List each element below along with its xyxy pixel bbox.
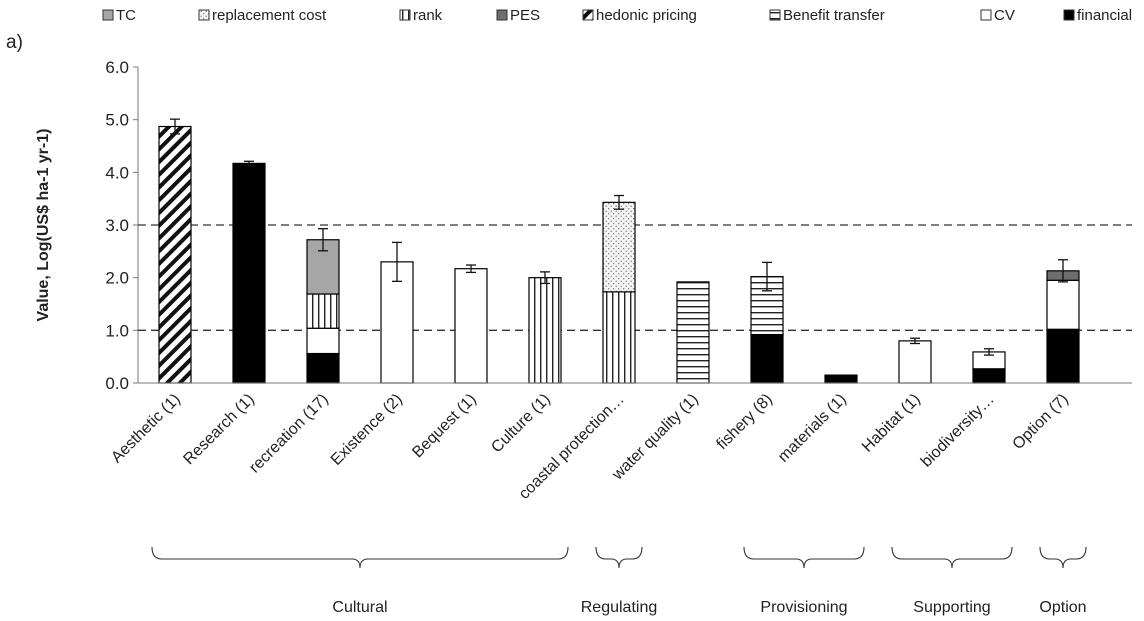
legend-swatch-benefit-transfer	[769, 9, 781, 21]
group-supporting: Supporting	[891, 546, 1013, 616]
legend-swatch-financial	[1063, 9, 1075, 21]
bar-segment-cv	[898, 340, 932, 384]
group-label: Option	[1039, 599, 1086, 616]
y-axis-title: Value, Log(US$ ha-1 yr-1)	[35, 129, 52, 322]
bar-segment-financial	[232, 162, 266, 384]
group-brace	[891, 546, 1013, 569]
x-tick-label: materials (1)	[775, 391, 850, 466]
legend-item-financial: financial	[1063, 7, 1132, 24]
bar-segment-benefit-transfer	[750, 276, 784, 336]
bar-segment-cv	[306, 327, 340, 355]
group-cultural: Cultural	[151, 546, 569, 616]
bar-segment-benefit-transfer	[676, 281, 710, 384]
y-axis: 0.0 1.0 2.0 3.0 4.0 5.0 6.0	[105, 58, 139, 393]
legend-label-benefit-transfer: Benefit transfer	[783, 7, 885, 24]
group-label: Supporting	[913, 599, 990, 616]
bar-segment-hedonic-pricing	[158, 125, 192, 384]
y-tick-label: 0.0	[105, 374, 129, 393]
group-label: Provisioning	[760, 599, 847, 616]
legend-swatch-cv	[980, 9, 992, 21]
legend-label-tc: TC	[116, 7, 136, 24]
y-tick-label: 4.0	[105, 163, 129, 182]
x-tick-label: recreation (17)	[246, 391, 332, 477]
legend: TC replacement cost rank PES hedonic pricing…	[102, 7, 1132, 24]
error-bar	[910, 337, 920, 345]
bar-segment-rank	[602, 291, 636, 384]
bar-segment-financial	[306, 352, 340, 384]
error-bar	[244, 160, 254, 167]
bar-segment-financial	[972, 368, 1006, 384]
legend-item-tc: TC	[102, 7, 136, 24]
bars	[158, 125, 1080, 384]
x-tick-label: biodiversity…	[918, 391, 998, 471]
group-option: Option	[1039, 546, 1087, 616]
legend-label-cv: CV	[994, 7, 1015, 24]
y-tick-label: 1.0	[105, 321, 129, 340]
x-tick-label: Habitat (1)	[859, 391, 924, 456]
y-tick-label: 2.0	[105, 269, 129, 288]
y-tick-label: 5.0	[105, 111, 129, 130]
y-tick-label: 6.0	[105, 58, 129, 77]
legend-swatch-pes	[496, 9, 508, 21]
group-regulating: Regulating	[581, 546, 658, 616]
error-bars	[170, 118, 1068, 356]
bar-segment-financial	[824, 374, 858, 384]
x-tick-label: Existence (2)	[328, 391, 406, 469]
x-axis-labels: Aesthetic (1)Research (1)recreation (17)…	[108, 391, 1072, 503]
error-bar	[614, 194, 624, 210]
error-bar	[540, 271, 550, 285]
legend-label-pes: PES	[510, 7, 540, 24]
group-label: Cultural	[332, 599, 387, 616]
group-provisioning: Provisioning	[743, 546, 865, 616]
group-brace	[743, 546, 865, 569]
bar-segment-cv	[1046, 279, 1080, 330]
bar-segment-cv	[380, 261, 414, 384]
error-bar	[170, 118, 180, 135]
x-tick-label: fishery (8)	[714, 391, 776, 453]
bar-segment-replacement-cost	[602, 201, 636, 293]
legend-item-rank: rank	[399, 7, 443, 24]
bar-segment-financial	[1046, 328, 1080, 384]
y-tick-label: 3.0	[105, 216, 129, 235]
legend-item-cv: CV	[980, 7, 1015, 24]
x-tick-label: Aesthetic (1)	[108, 391, 184, 467]
legend-swatch-tc	[102, 9, 114, 21]
error-bar	[762, 261, 772, 292]
x-tick-label: Option (7)	[1010, 391, 1072, 453]
bar-segment-rank	[528, 277, 562, 384]
x-tick-label: Bequest (1)	[409, 391, 480, 462]
legend-item-pes: PES	[496, 7, 540, 24]
category-groups: Cultural Regulating Provisioning Supporting…	[151, 546, 1087, 616]
error-bar	[984, 348, 994, 356]
bar-segment-cv	[454, 268, 488, 384]
error-bar	[466, 264, 476, 274]
group-brace	[595, 546, 643, 569]
x-tick-label: Research (1)	[180, 391, 257, 468]
legend-label-hedonic-pricing: hedonic pricing	[596, 7, 697, 24]
legend-swatch-hedonic-pricing	[582, 9, 594, 21]
legend-item-replacement-cost: replacement cost	[198, 7, 327, 24]
error-bar	[318, 228, 328, 252]
bar-segment-financial	[750, 333, 784, 384]
legend-label-financial: financial	[1077, 7, 1132, 24]
legend-item-hedonic-pricing: hedonic pricing	[582, 7, 697, 24]
error-bar	[1058, 259, 1068, 283]
legend-label-rank: rank	[413, 7, 443, 24]
group-brace	[151, 546, 569, 569]
bar-segment-rank	[306, 293, 340, 329]
legend-swatch-rank	[399, 9, 411, 21]
group-brace	[1039, 546, 1087, 569]
error-bar	[392, 241, 402, 283]
panel-label: a)	[6, 32, 23, 53]
group-label: Regulating	[581, 599, 658, 616]
legend-swatch-replacement-cost	[198, 9, 210, 21]
x-tick-label: Culture (1)	[488, 391, 553, 456]
legend-label-replacement-cost: replacement cost	[212, 7, 327, 24]
legend-item-benefit-transfer: Benefit transfer	[769, 7, 885, 24]
